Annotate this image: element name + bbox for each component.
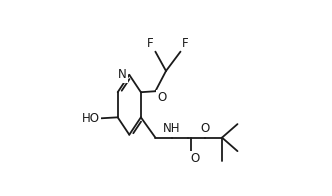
Text: HO: HO xyxy=(82,112,100,125)
Text: O: O xyxy=(157,91,166,104)
Text: F: F xyxy=(182,37,189,50)
Text: F: F xyxy=(147,37,154,50)
Text: N: N xyxy=(118,68,127,81)
Text: O: O xyxy=(200,122,209,135)
Text: NH: NH xyxy=(163,122,181,135)
Text: O: O xyxy=(190,152,200,165)
